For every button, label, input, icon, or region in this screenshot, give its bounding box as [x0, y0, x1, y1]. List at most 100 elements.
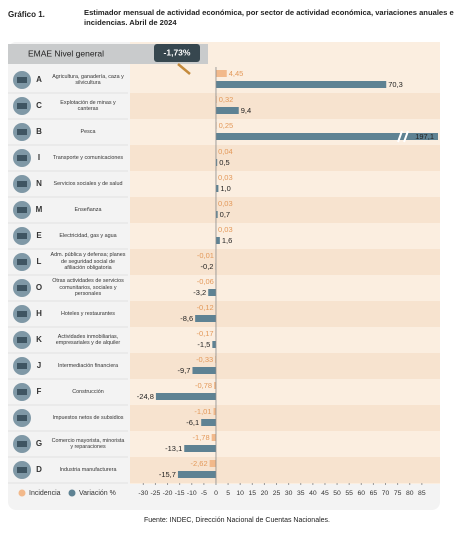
- row-icon-detail: [17, 467, 27, 473]
- row-stripe: [130, 353, 440, 379]
- variation-label: -13,1: [165, 444, 182, 453]
- variation-bar: [208, 289, 216, 296]
- title-box: Estimador mensual de actividad económica…: [84, 8, 472, 42]
- row-stripe: [130, 457, 440, 483]
- incidence-label: -0,01: [197, 251, 214, 260]
- row-icon-detail: [17, 285, 27, 291]
- row-icon-detail: [17, 337, 27, 343]
- sector-code: I: [38, 153, 40, 162]
- sector-code: K: [36, 335, 42, 344]
- row-icon-detail: [17, 259, 27, 265]
- x-tick-label: 75: [394, 490, 402, 497]
- x-tick-label: 70: [382, 490, 390, 497]
- sector-label: Agricultura, ganadería, caza y silvicult…: [50, 68, 126, 92]
- variation-bar: [212, 341, 216, 348]
- sector-label: Transporte y comunicaciones: [50, 146, 126, 170]
- sector-code: E: [36, 231, 42, 240]
- sector-label-box: Comercio mayorista, minorista y reparaci…: [50, 432, 126, 456]
- incidence-label: -2,62: [191, 459, 208, 468]
- sector-code: A: [36, 75, 42, 84]
- x-tick-label: -10: [187, 490, 197, 497]
- variation-label: -1,5: [197, 340, 210, 349]
- incidence-bar: [210, 460, 216, 467]
- variation-bar: [156, 393, 216, 400]
- sector-code: M: [36, 205, 43, 214]
- variation-label: 197,1: [415, 132, 434, 141]
- figure-label: Gráfico 1.: [8, 10, 45, 19]
- sector-label-box: Transporte y comunicaciones: [50, 146, 126, 170]
- row-icon-detail: [17, 311, 27, 317]
- sector-label: Pesca: [50, 120, 126, 144]
- variation-label: 0,5: [219, 158, 229, 167]
- x-tick-label: 0: [214, 490, 218, 497]
- incidence-label: -0,33: [196, 355, 213, 364]
- sector-label-box: Intermediación financiera: [50, 354, 126, 378]
- x-tick-label: 15: [249, 490, 257, 497]
- variation-bar: [216, 107, 239, 114]
- sector-label: Explotación de minas y canteras: [50, 94, 126, 118]
- row-icon-detail: [17, 233, 27, 239]
- incidence-label: -0,06: [197, 277, 214, 286]
- sector-code: J: [37, 361, 41, 370]
- row-stripe: [130, 197, 440, 223]
- sector-code: F: [37, 387, 42, 396]
- sector-label: Adm. pública y defensa; planes de seguri…: [50, 250, 126, 274]
- x-tick-label: 25: [273, 490, 281, 497]
- variation-label: 0,7: [220, 210, 230, 219]
- x-tick-label: -5: [201, 490, 207, 497]
- variation-label: -9,7: [178, 366, 191, 375]
- row-stripe: [130, 93, 440, 119]
- sector-label-box: Explotación de minas y canteras: [50, 94, 126, 118]
- sector-code: B: [36, 127, 42, 136]
- legend-label: Incidencia: [29, 490, 61, 497]
- row-icon-detail: [17, 441, 27, 447]
- incidence-label: 4,45: [229, 69, 244, 78]
- legend-swatch: [19, 490, 26, 497]
- variation-label: -24,8: [137, 392, 154, 401]
- x-tick-label: 40: [309, 490, 317, 497]
- variation-label: -3,2: [193, 288, 206, 297]
- variation-bar: [216, 237, 220, 244]
- incidence-label: 0,03: [218, 173, 233, 182]
- sector-code: N: [36, 179, 42, 188]
- incidence-bar: [212, 434, 216, 441]
- x-tick-label: 55: [345, 490, 353, 497]
- x-tick-label: 35: [297, 490, 305, 497]
- row-icon-detail: [17, 129, 27, 135]
- sector-label-box: Industria manufacturera: [50, 458, 126, 482]
- header-label: EMAE Nivel general: [28, 48, 104, 58]
- sector-label: Industria manufacturera: [50, 458, 126, 482]
- row-icon-detail: [17, 389, 27, 395]
- sector-label: Actividades inmobiliarias, empresariales…: [50, 328, 126, 352]
- x-tick-label: 20: [261, 490, 269, 497]
- sector-code: C: [36, 101, 42, 110]
- sector-label: Comercio mayorista, minorista y reparaci…: [50, 432, 126, 456]
- variation-bar: [201, 419, 216, 426]
- sector-label-box: Impuestos netos de subsidios: [50, 406, 126, 430]
- sector-label-box: Pesca: [50, 120, 126, 144]
- variation-label: 1,0: [220, 184, 230, 193]
- variation-label: -0,2: [201, 262, 214, 271]
- sector-label-box: Otras actividades de servicios comunitar…: [50, 276, 126, 300]
- row-icon-detail: [17, 103, 27, 109]
- sector-label-box: Construcción: [50, 380, 126, 404]
- incidence-label: 0,04: [218, 147, 233, 156]
- x-tick-label: -15: [175, 490, 185, 497]
- sector-label: Enseñanza: [50, 198, 126, 222]
- variation-label: -8,6: [180, 314, 193, 323]
- variation-label: -15,7: [159, 470, 176, 479]
- x-tick-label: 5: [226, 490, 230, 497]
- variation-bar: [216, 81, 386, 88]
- incidence-label: -0,12: [197, 303, 214, 312]
- variation-bar: [178, 471, 216, 478]
- row-icon-detail: [17, 181, 27, 187]
- variation-bar: [192, 367, 215, 374]
- x-tick-label: 65: [370, 490, 378, 497]
- sector-label-box: Adm. pública y defensa; planes de seguri…: [50, 250, 126, 274]
- row-icon-detail: [17, 207, 27, 213]
- variation-label: -6,1: [186, 418, 199, 427]
- x-tick-label: -20: [163, 490, 173, 497]
- incidence-label: -1,78: [193, 433, 210, 442]
- sector-code: G: [36, 439, 42, 448]
- sector-label: Impuestos netos de subsidios: [50, 406, 126, 430]
